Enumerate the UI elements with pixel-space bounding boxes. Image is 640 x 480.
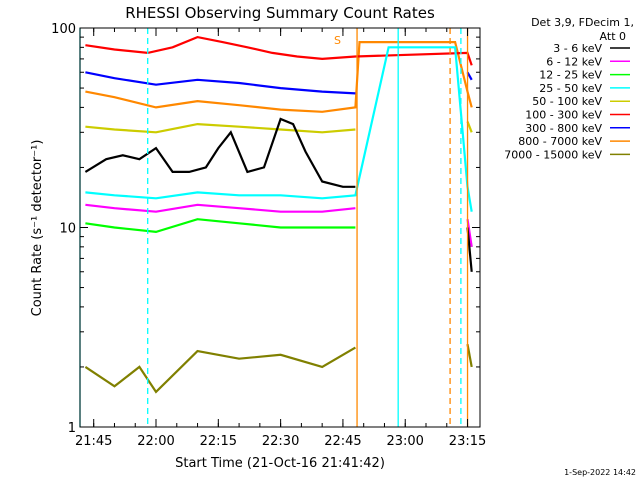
x-tick-label: 22:15 — [200, 434, 237, 449]
series-line-7000-15000-kev — [84, 346, 356, 394]
legend-header-line-2: Att 0 — [600, 30, 626, 43]
legend-label: 6 - 12 keV — [546, 55, 602, 68]
flag-marker: S — [334, 34, 341, 47]
series-line-3-6-kev — [84, 117, 356, 188]
series-line-6-12-kev — [85, 203, 356, 213]
legend-label: 25 - 50 keV — [539, 82, 602, 95]
x-tick-label: 23:00 — [386, 434, 423, 449]
x-tick-label: 22:00 — [137, 434, 174, 449]
series-line-50-100-kev — [85, 122, 356, 134]
legend-label: 100 - 300 keV — [525, 109, 602, 122]
y-tick-label: 100 — [51, 22, 76, 37]
legend-label: 12 - 25 keV — [539, 69, 602, 82]
x-tick-label: 22:45 — [324, 434, 361, 449]
legend-label: 3 - 6 keV — [553, 42, 602, 55]
legend-label: 800 - 7000 keV — [518, 135, 602, 148]
y-axis: 1 10 100 — [51, 22, 480, 436]
series-line-3-6-kev — [466, 227, 473, 272]
x-tick-label: 23:15 — [449, 434, 486, 449]
legend-header-line-1: Det 3,9, FDecim 1, — [531, 16, 634, 29]
series-line-6-12-kev — [466, 219, 473, 247]
x-tick-label: 21:45 — [75, 434, 112, 449]
chart-title: RHESSI Observing Summary Count Rates — [125, 4, 435, 22]
legend-label: 300 - 800 keV — [525, 122, 602, 135]
x-tick-label: 22:30 — [262, 434, 299, 449]
series-line-300-800-kev — [85, 71, 356, 95]
footer-date: 1-Sep-2022 14:42 — [564, 468, 636, 477]
y-tick-label: 10 — [59, 222, 76, 237]
series-line-800-7000-kev — [85, 40, 473, 113]
series-line-300-800-kev — [466, 71, 473, 81]
y-tick-label: 1 — [68, 421, 76, 436]
y-axis-label: Count Rate (s⁻¹ detector⁻¹) — [30, 140, 45, 317]
legend-label: 50 - 100 keV — [532, 95, 602, 108]
legend-label: 7000 - 15000 keV — [504, 148, 602, 161]
series-lines — [84, 35, 473, 394]
x-axis: 21:45 22:00 22:15 22:30 22:45 23:00 23:15 — [75, 28, 486, 449]
series-line-25-50-kev — [85, 46, 473, 212]
x-axis-label: Start Time (21-Oct-16 21:41:42) — [175, 456, 385, 471]
series-line-7000-15000-kev — [466, 343, 473, 368]
series-line-50-100-kev — [466, 121, 473, 133]
series-line-12-25-kev — [85, 218, 356, 234]
